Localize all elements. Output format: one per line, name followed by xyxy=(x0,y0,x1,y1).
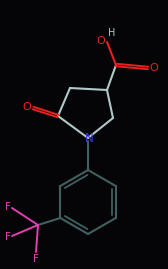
Text: H: H xyxy=(108,28,116,38)
Text: N: N xyxy=(85,133,93,146)
Text: F: F xyxy=(33,254,39,264)
Text: O: O xyxy=(97,36,105,46)
Text: F: F xyxy=(5,232,11,242)
Text: O: O xyxy=(150,63,158,73)
Text: F: F xyxy=(5,202,11,212)
Text: O: O xyxy=(23,102,31,112)
